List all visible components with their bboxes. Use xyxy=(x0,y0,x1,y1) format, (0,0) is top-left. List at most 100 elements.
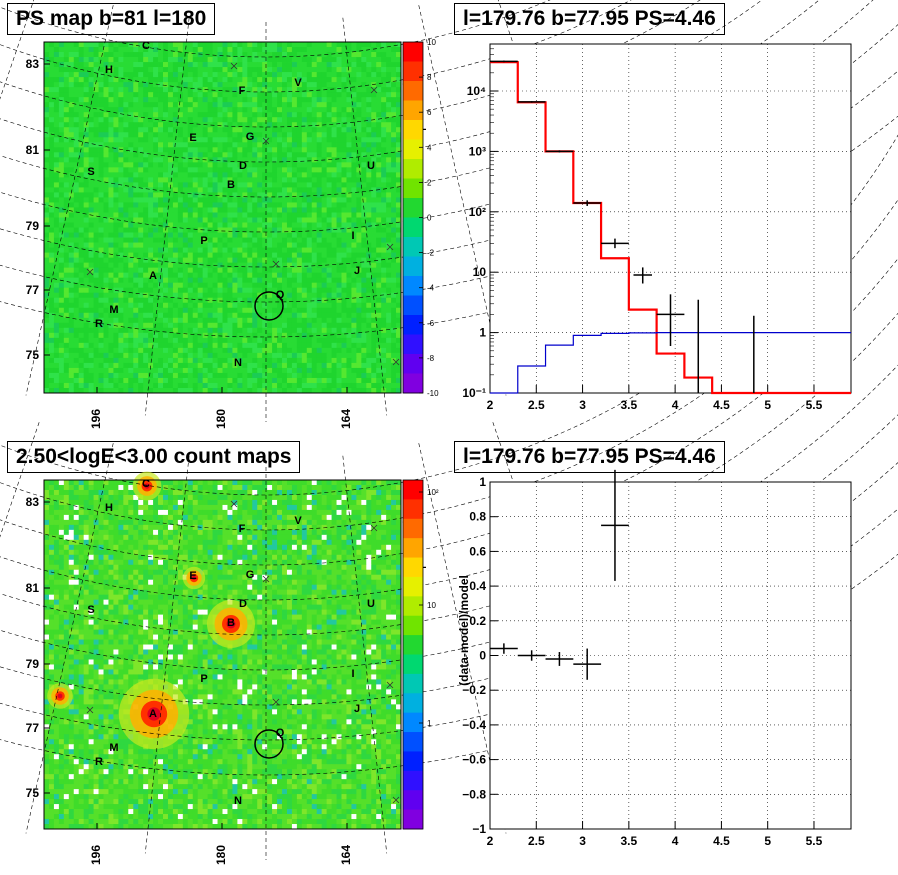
colorbar-tick-label: -4 xyxy=(427,284,435,293)
colorbar-swatch xyxy=(403,635,423,655)
colorbar-tick-label: 1 xyxy=(427,719,432,728)
data-point xyxy=(490,643,518,654)
residual-grid xyxy=(489,481,851,830)
map-y-tick-label: 83 xyxy=(26,495,40,509)
colorbar-swatch xyxy=(403,178,423,199)
colorbar-tick-label: 8 xyxy=(427,73,432,82)
colorbar-swatch xyxy=(403,354,423,374)
y-tick-label: 10³ xyxy=(469,144,486,158)
source-label: M xyxy=(109,304,118,316)
map-x-tick-label: 164 xyxy=(339,409,353,429)
source-label: N xyxy=(234,795,242,807)
map-x-tick-label: 180 xyxy=(214,409,228,429)
ps-colorbar: 10 8 6 4 2 0 -2 -4 -6 -8 -10 xyxy=(402,38,439,398)
y-tick-label: 10 xyxy=(473,265,487,279)
colorbar-tick-label: -6 xyxy=(427,319,435,328)
colorbar-tick-label: 4 xyxy=(427,143,432,152)
spectrum-plot: 2 2.5 3 3.5 4 4.5 5 5.5 10⁻¹ 1 10 10² 10³ 10⁴ xyxy=(462,43,852,412)
source-blob xyxy=(191,575,197,581)
colorbar-swatch xyxy=(403,693,423,714)
colorbar-swatch xyxy=(403,198,423,218)
source-label: H xyxy=(105,502,113,514)
colorbar-swatch xyxy=(403,732,423,752)
source-label: D xyxy=(239,160,247,172)
residual-plot: 2 2.5 3 3.5 4 4.5 5 5.5 −1 −0.8 −0.6 −0.4 −0.2 0 0.2 0.… xyxy=(457,469,852,848)
colorbar-swatch xyxy=(403,61,423,82)
source-label: I xyxy=(351,230,354,242)
x-tick-label: 2 xyxy=(487,398,494,412)
colorbar-swatch xyxy=(403,557,423,578)
x-tick-label: 4.5 xyxy=(713,834,730,848)
y-tick-label: −0.4 xyxy=(462,718,486,732)
colorbar-swatch xyxy=(403,654,423,675)
source-label: U xyxy=(367,598,375,610)
colorbar-tick-label: 0 xyxy=(427,214,432,223)
map-y-tick-label: 81 xyxy=(26,581,40,595)
x-tick-label: 4.5 xyxy=(713,398,730,412)
source-label: I xyxy=(351,668,354,680)
source-cross xyxy=(392,358,400,366)
colorbar-swatch xyxy=(403,334,423,355)
colorbar-swatch xyxy=(403,159,423,179)
x-tick-label: 3.5 xyxy=(621,398,638,412)
map-y-tick-label: 75 xyxy=(26,786,40,800)
source-label: M xyxy=(109,742,118,754)
source-label: C xyxy=(142,478,150,490)
data-point xyxy=(573,648,602,680)
map-y-tick-label: 75 xyxy=(26,348,40,362)
x-tick-label: 5.5 xyxy=(806,834,823,848)
ps-coord-grid xyxy=(0,0,898,422)
source-label: V xyxy=(294,515,302,527)
colorbar-swatch xyxy=(403,518,423,539)
source-cross xyxy=(262,575,270,583)
y-tick-label: 0 xyxy=(479,649,486,663)
y-tick-label: 0.4 xyxy=(469,579,486,593)
data-point xyxy=(656,294,685,346)
source-label: J xyxy=(354,703,360,715)
colorbar-tick-label: -10 xyxy=(427,389,439,398)
y-tick-label: 10⁴ xyxy=(467,84,486,98)
source-blob xyxy=(147,707,161,721)
map-y-tick-label: 77 xyxy=(26,283,40,297)
map-y-tick-label: 77 xyxy=(26,721,40,735)
colorbar-tick-label: 2 xyxy=(427,178,432,187)
y-tick-label: 0.6 xyxy=(469,544,486,558)
colorbar-swatch xyxy=(403,139,423,160)
source-label: E xyxy=(189,570,196,582)
y-tick-label: −0.8 xyxy=(462,787,486,801)
map-y-tick-label: 79 xyxy=(26,219,40,233)
colorbar-swatch xyxy=(403,615,423,636)
y-tick-label: −1 xyxy=(472,822,486,836)
source-label: R xyxy=(95,756,103,768)
y-tick-label: 0.2 xyxy=(469,614,486,628)
colorbar-swatch xyxy=(403,373,423,394)
y-tick-label: 1 xyxy=(479,326,486,340)
source-cross xyxy=(370,86,378,94)
source-label: S xyxy=(87,166,94,178)
source-label: B xyxy=(227,179,235,191)
source-cross xyxy=(230,500,238,508)
x-tick-label: 3 xyxy=(579,834,586,848)
count-map-pixels xyxy=(44,480,402,830)
x-tick-label: 3 xyxy=(579,398,586,412)
y-tick-label: −0.2 xyxy=(462,683,486,697)
colorbar-swatch xyxy=(403,770,423,791)
ps-map-title: PS map b=81 l=180 xyxy=(7,3,216,35)
source-label: R xyxy=(95,318,103,330)
source-label: P xyxy=(200,235,207,247)
colorbar-tick-label: -2 xyxy=(427,249,435,258)
candidate-circle xyxy=(254,729,284,759)
colorbar-swatch xyxy=(403,499,423,520)
colorbar-swatch xyxy=(403,790,423,811)
source-label: J xyxy=(354,265,360,277)
data-point xyxy=(517,650,546,661)
colorbar-swatch xyxy=(403,42,423,62)
longitude-line xyxy=(25,443,114,834)
data-point xyxy=(490,60,518,63)
source-cross xyxy=(386,681,394,689)
source-label: E xyxy=(189,132,196,144)
source-cross xyxy=(86,268,94,276)
map-x-tick-label: 164 xyxy=(339,845,353,865)
